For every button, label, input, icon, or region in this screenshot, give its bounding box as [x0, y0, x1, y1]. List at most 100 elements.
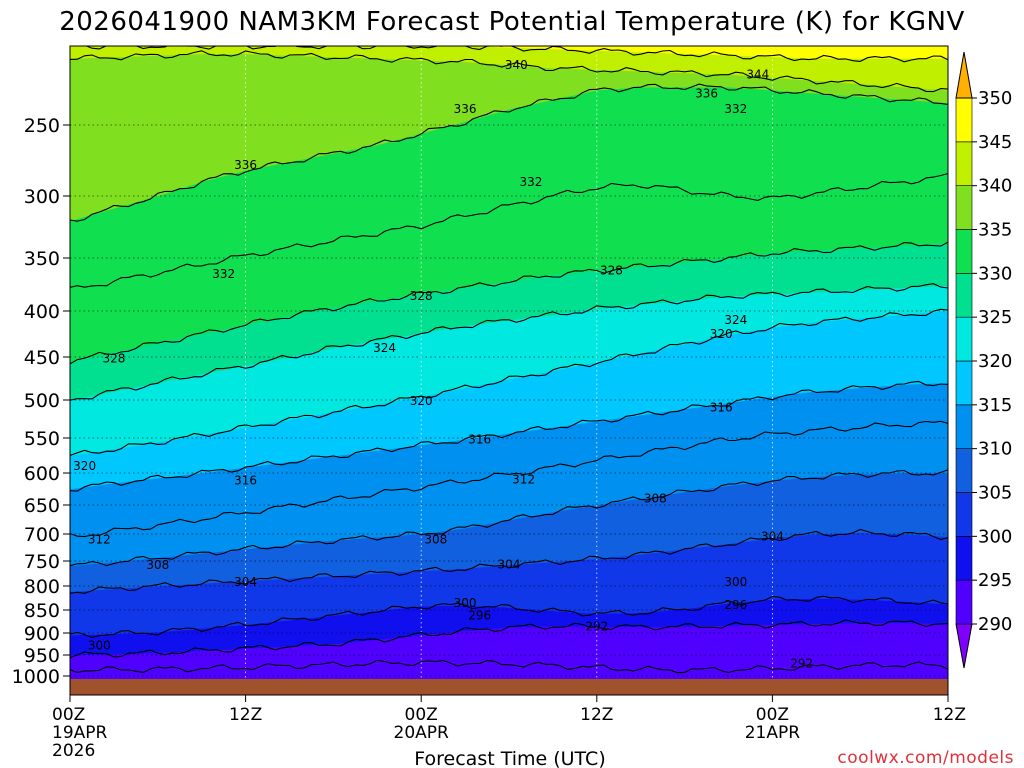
isentrope-312	[70, 420, 948, 538]
contour-label-23: 304	[761, 530, 784, 544]
y-tick-label-500: 500	[24, 390, 60, 412]
contour-label-20: 308	[644, 492, 667, 506]
isentrope-344	[85, 46, 948, 63]
contour-label-14: 320	[410, 394, 433, 408]
contour-label-15: 316	[710, 401, 733, 415]
contour-label-30: 296	[468, 609, 491, 623]
colorbar-swatch-335	[955, 185, 973, 230]
colorbar-label-350: 350	[978, 88, 1012, 109]
contour-label-13: 328	[102, 352, 125, 366]
contour-label-0: 340	[505, 58, 528, 72]
contour-label-7: 332	[212, 267, 235, 281]
x-tick-label-36-1: 12Z	[580, 705, 613, 725]
x-tick-label-0-3: 2026	[52, 741, 95, 761]
isentrope-308	[70, 469, 948, 567]
colorbar-label-330: 330	[978, 263, 1012, 284]
isentrope-336	[70, 83, 948, 222]
y-tick-label-600: 600	[24, 463, 60, 485]
colorbar-label-310: 310	[978, 439, 1012, 460]
ground-strip	[70, 679, 948, 695]
isentrope-328	[70, 241, 948, 365]
colorbar-swatch-305	[955, 448, 973, 493]
contour-label-11: 320	[710, 327, 733, 341]
y-tick-label-350: 350	[24, 248, 60, 270]
colorbar-label-290: 290	[978, 614, 1012, 635]
isentrope-292	[70, 659, 948, 674]
y-tick-label-400: 400	[24, 301, 60, 323]
contour-label-33: 292	[790, 656, 813, 670]
colorbar-swatch-340	[955, 141, 973, 186]
contour-label-9: 328	[410, 289, 433, 303]
colorbar-label-305: 305	[978, 483, 1012, 504]
isentrope-300	[70, 595, 948, 638]
isentrope-340	[70, 50, 948, 93]
colorbar-arrow-high	[955, 51, 973, 99]
x-tick-label-48-2: 21APR	[745, 723, 801, 743]
colorbar-swatch-320	[955, 316, 973, 362]
y-tick-label-650: 650	[24, 495, 60, 517]
contour-label-4: 336	[454, 102, 477, 116]
y-axis: 2503003504004505005506006507007508008509…	[12, 115, 70, 688]
contour-label-32: 300	[88, 638, 111, 652]
y-tick-label-250: 250	[24, 115, 60, 137]
contour-label-31: 292	[585, 620, 608, 634]
x-axis-label: Forecast Time (UTC)	[414, 748, 605, 768]
isentrope-316	[70, 380, 948, 492]
x-tick-label-12-1: 12Z	[229, 705, 262, 725]
colorbar-label-325: 325	[978, 307, 1012, 328]
colorbar-label-320: 320	[978, 351, 1012, 372]
isentrope-332	[70, 173, 948, 288]
contour-label-29: 296	[724, 598, 747, 612]
filled-contours	[70, 46, 948, 680]
credit-text: coolwx.com/models	[837, 748, 1014, 768]
contour-label-18: 312	[512, 472, 535, 486]
isentrope-304	[70, 528, 948, 594]
contour-label-27: 300	[724, 575, 747, 589]
colorbar-swatch-295	[955, 536, 973, 581]
y-tick-label-950: 950	[24, 645, 60, 667]
contour-label-21: 312	[88, 532, 111, 546]
colorbar-arrow-low	[955, 623, 973, 669]
colorbar-label-295: 295	[978, 570, 1012, 591]
isentrope-324	[70, 283, 948, 401]
colorbar-swatch-290	[955, 579, 973, 625]
y-tick-label-450: 450	[24, 347, 60, 369]
colorbar-label-300: 300	[978, 526, 1012, 547]
contour-label-3: 332	[724, 102, 747, 116]
colorbar-swatch-330	[955, 229, 973, 274]
contour-label-10: 324	[724, 313, 747, 327]
contour-label-16: 316	[468, 432, 491, 446]
x-tick-label-0-1: 00Z	[52, 705, 85, 725]
contour-label-17: 320	[73, 459, 96, 473]
contour-label-5: 336	[234, 158, 257, 172]
y-tick-label-900: 900	[24, 623, 60, 645]
contour-label-12: 324	[373, 341, 396, 355]
y-tick-label-700: 700	[24, 524, 60, 546]
y-tick-label-1000: 1000	[12, 666, 60, 688]
contour-label-8: 328	[600, 264, 623, 278]
colorbar-swatch-300	[955, 492, 973, 537]
contour-label-6: 332	[519, 175, 542, 189]
contour-label-1: 344	[746, 67, 769, 81]
x-tick-label-0-2: 19APR	[52, 723, 108, 743]
colorbar-swatch-345	[955, 97, 973, 143]
colorbar-swatch-315	[955, 360, 973, 406]
colorbar-label-335: 335	[978, 220, 1012, 241]
isentrope-lines	[70, 46, 948, 674]
isentrope-296	[70, 619, 948, 659]
y-tick-label-550: 550	[24, 428, 60, 450]
contour-label-24: 308	[146, 558, 169, 572]
chart-title: 2026041900 NAM3KM Forecast Potential Tem…	[59, 7, 965, 37]
contour-label-19: 316	[234, 474, 257, 488]
x-tick-label-24-1: 00Z	[405, 705, 438, 725]
colorbar: 290 295 300 305 310 315 320 325 330 335 340 345 350	[955, 51, 1012, 669]
contour-label-25: 304	[498, 558, 521, 572]
y-tick-label-300: 300	[24, 186, 60, 208]
colorbar-label-340: 340	[978, 176, 1012, 197]
x-tick-label-60-1: 12Z	[933, 705, 966, 725]
isentrope-320	[70, 308, 948, 456]
